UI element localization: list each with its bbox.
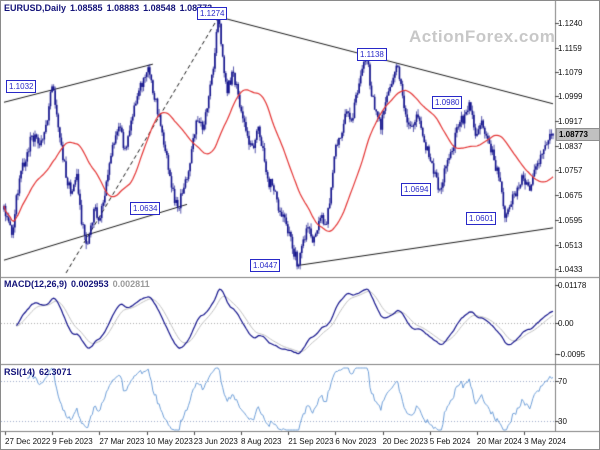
macd-label: MACD(12,26,9) 0.002953 0.002811 bbox=[4, 279, 154, 289]
macd-name: MACD(12,26,9) bbox=[4, 279, 68, 289]
current-price-tag: 1.08773 bbox=[556, 127, 599, 141]
open-value: 1.08585 bbox=[70, 3, 103, 13]
macd-main-value: 0.002953 bbox=[71, 279, 109, 289]
rsi-name: RSI(14) bbox=[4, 367, 36, 377]
macd-signal-value: 0.002811 bbox=[112, 279, 150, 289]
close-value: 1.08773 bbox=[179, 3, 213, 13]
rsi-value: 62.3071 bbox=[39, 367, 72, 377]
ohlc-header: EURUSD,Daily 1.08585 1.08883 1.08548 1.08773 bbox=[4, 3, 216, 13]
low-value: 1.08548 bbox=[143, 3, 176, 13]
rsi-label: RSI(14) 62.3071 bbox=[4, 367, 76, 377]
high-value: 1.08883 bbox=[106, 3, 140, 13]
symbol-timeframe-label: EURUSD,Daily bbox=[4, 3, 67, 13]
watermark: ActionForex.com bbox=[409, 27, 556, 46]
